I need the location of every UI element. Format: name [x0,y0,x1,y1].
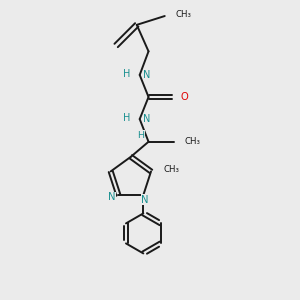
Text: N: N [108,193,116,202]
Text: CH₃: CH₃ [176,10,192,19]
Text: H: H [123,113,130,124]
Text: H: H [137,131,144,140]
Text: CH₃: CH₃ [164,165,179,174]
Text: N: N [143,70,151,80]
Text: N: N [141,194,148,205]
Text: H: H [123,69,130,79]
Text: N: N [141,195,148,205]
Text: O: O [180,92,188,102]
Text: N: N [108,193,116,202]
Text: CH₃: CH₃ [185,137,201,146]
Text: N: N [143,114,151,124]
